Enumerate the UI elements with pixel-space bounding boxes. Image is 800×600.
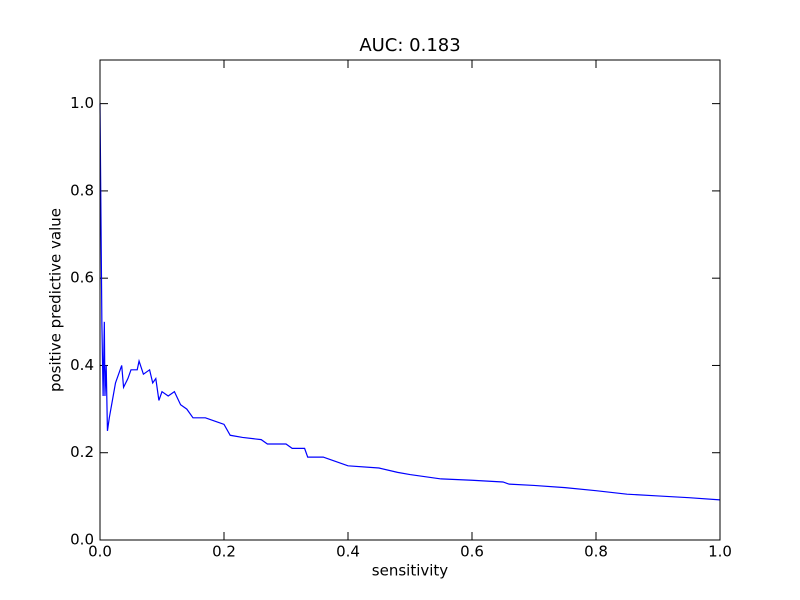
plot-frame (99, 59, 721, 541)
y-tick-label: 0.6 (70, 269, 94, 287)
x-tick-label: 0.8 (584, 543, 608, 561)
x-tick-label: 1.0 (708, 543, 732, 561)
y-tick-label: 0.8 (70, 181, 94, 199)
y-tick-label: 0.4 (70, 356, 94, 374)
y-axis-label: positive predictive value (47, 208, 65, 392)
chart-title: AUC: 0.183 (359, 35, 460, 56)
x-tick-label: 0.2 (212, 543, 236, 561)
x-tick-label: 0.4 (336, 543, 360, 561)
y-tick-label: 1.0 (70, 94, 94, 112)
y-tick-label: 0.2 (70, 443, 94, 461)
x-axis-label: sensitivity (372, 562, 449, 580)
y-tick-label: 0.0 (70, 531, 94, 549)
x-tick-label: 0.6 (460, 543, 484, 561)
data-line (99, 103, 721, 501)
x-tick-label: 0.0 (88, 543, 112, 561)
